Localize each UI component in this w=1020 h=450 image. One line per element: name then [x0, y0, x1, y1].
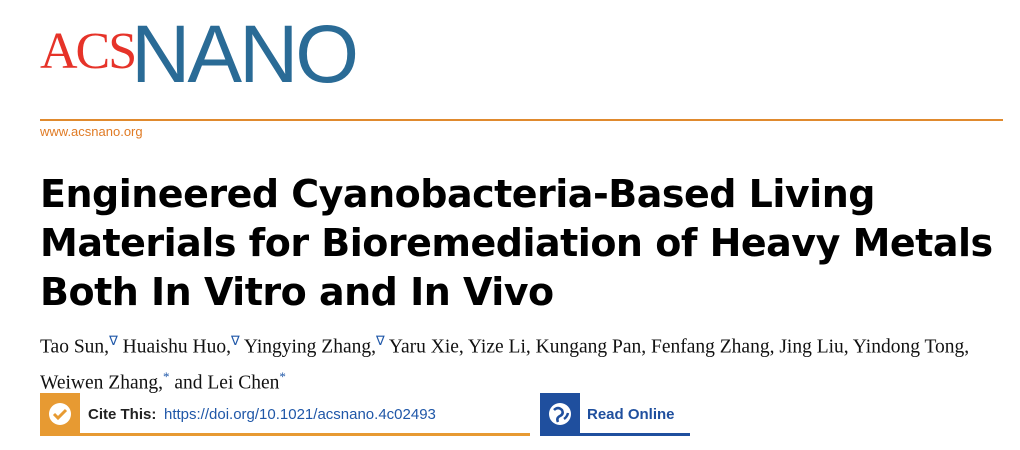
journal-url[interactable]: www.acsnano.org	[40, 124, 143, 139]
author-text: Tao Sun,	[40, 336, 110, 358]
logo-nano: NANO	[131, 9, 359, 100]
author-list: Tao Sun,∇ Huaishu Huo,∇ Yingying Zhang,∇…	[40, 326, 1005, 397]
author-text: and Lei Chen	[169, 372, 280, 393]
author-mark: ∇	[375, 333, 385, 348]
author-mark: ∇	[230, 333, 240, 348]
author-mark: ∇	[109, 333, 118, 348]
author-text: Huaishu Huo,	[117, 336, 231, 358]
title-line: Both In Vitro and In Vivo	[40, 270, 554, 314]
title-line: Materials for Bioremediation of Heavy Me…	[40, 221, 993, 265]
author-mark: *	[162, 368, 170, 384]
read-online-label[interactable]: Read Online	[587, 406, 675, 423]
read-online-box[interactable]: Read Online	[540, 393, 690, 436]
journal-logo: ACSNANO	[40, 8, 359, 102]
title-line: Engineered Cyanobacteria-Based Living	[40, 172, 875, 216]
logo-acs: ACS	[40, 23, 137, 80]
author-text: Yaru Xie, Yize Li, Kungang Pan, Fenfang …	[40, 336, 970, 394]
author-mark: *	[279, 368, 286, 384]
article-title: Engineered Cyanobacteria-Based Living Mat…	[40, 170, 993, 317]
cite-icon	[40, 393, 80, 436]
author-text: Yingying Zhang,	[239, 336, 376, 358]
header-rule	[40, 119, 1003, 121]
doi-link[interactable]: https://doi.org/10.1021/acsnano.4c02493	[164, 406, 436, 423]
cite-label: Cite This:	[88, 406, 157, 423]
cite-box: Cite This: https://doi.org/10.1021/acsna…	[40, 393, 530, 436]
globe-icon	[540, 393, 580, 436]
